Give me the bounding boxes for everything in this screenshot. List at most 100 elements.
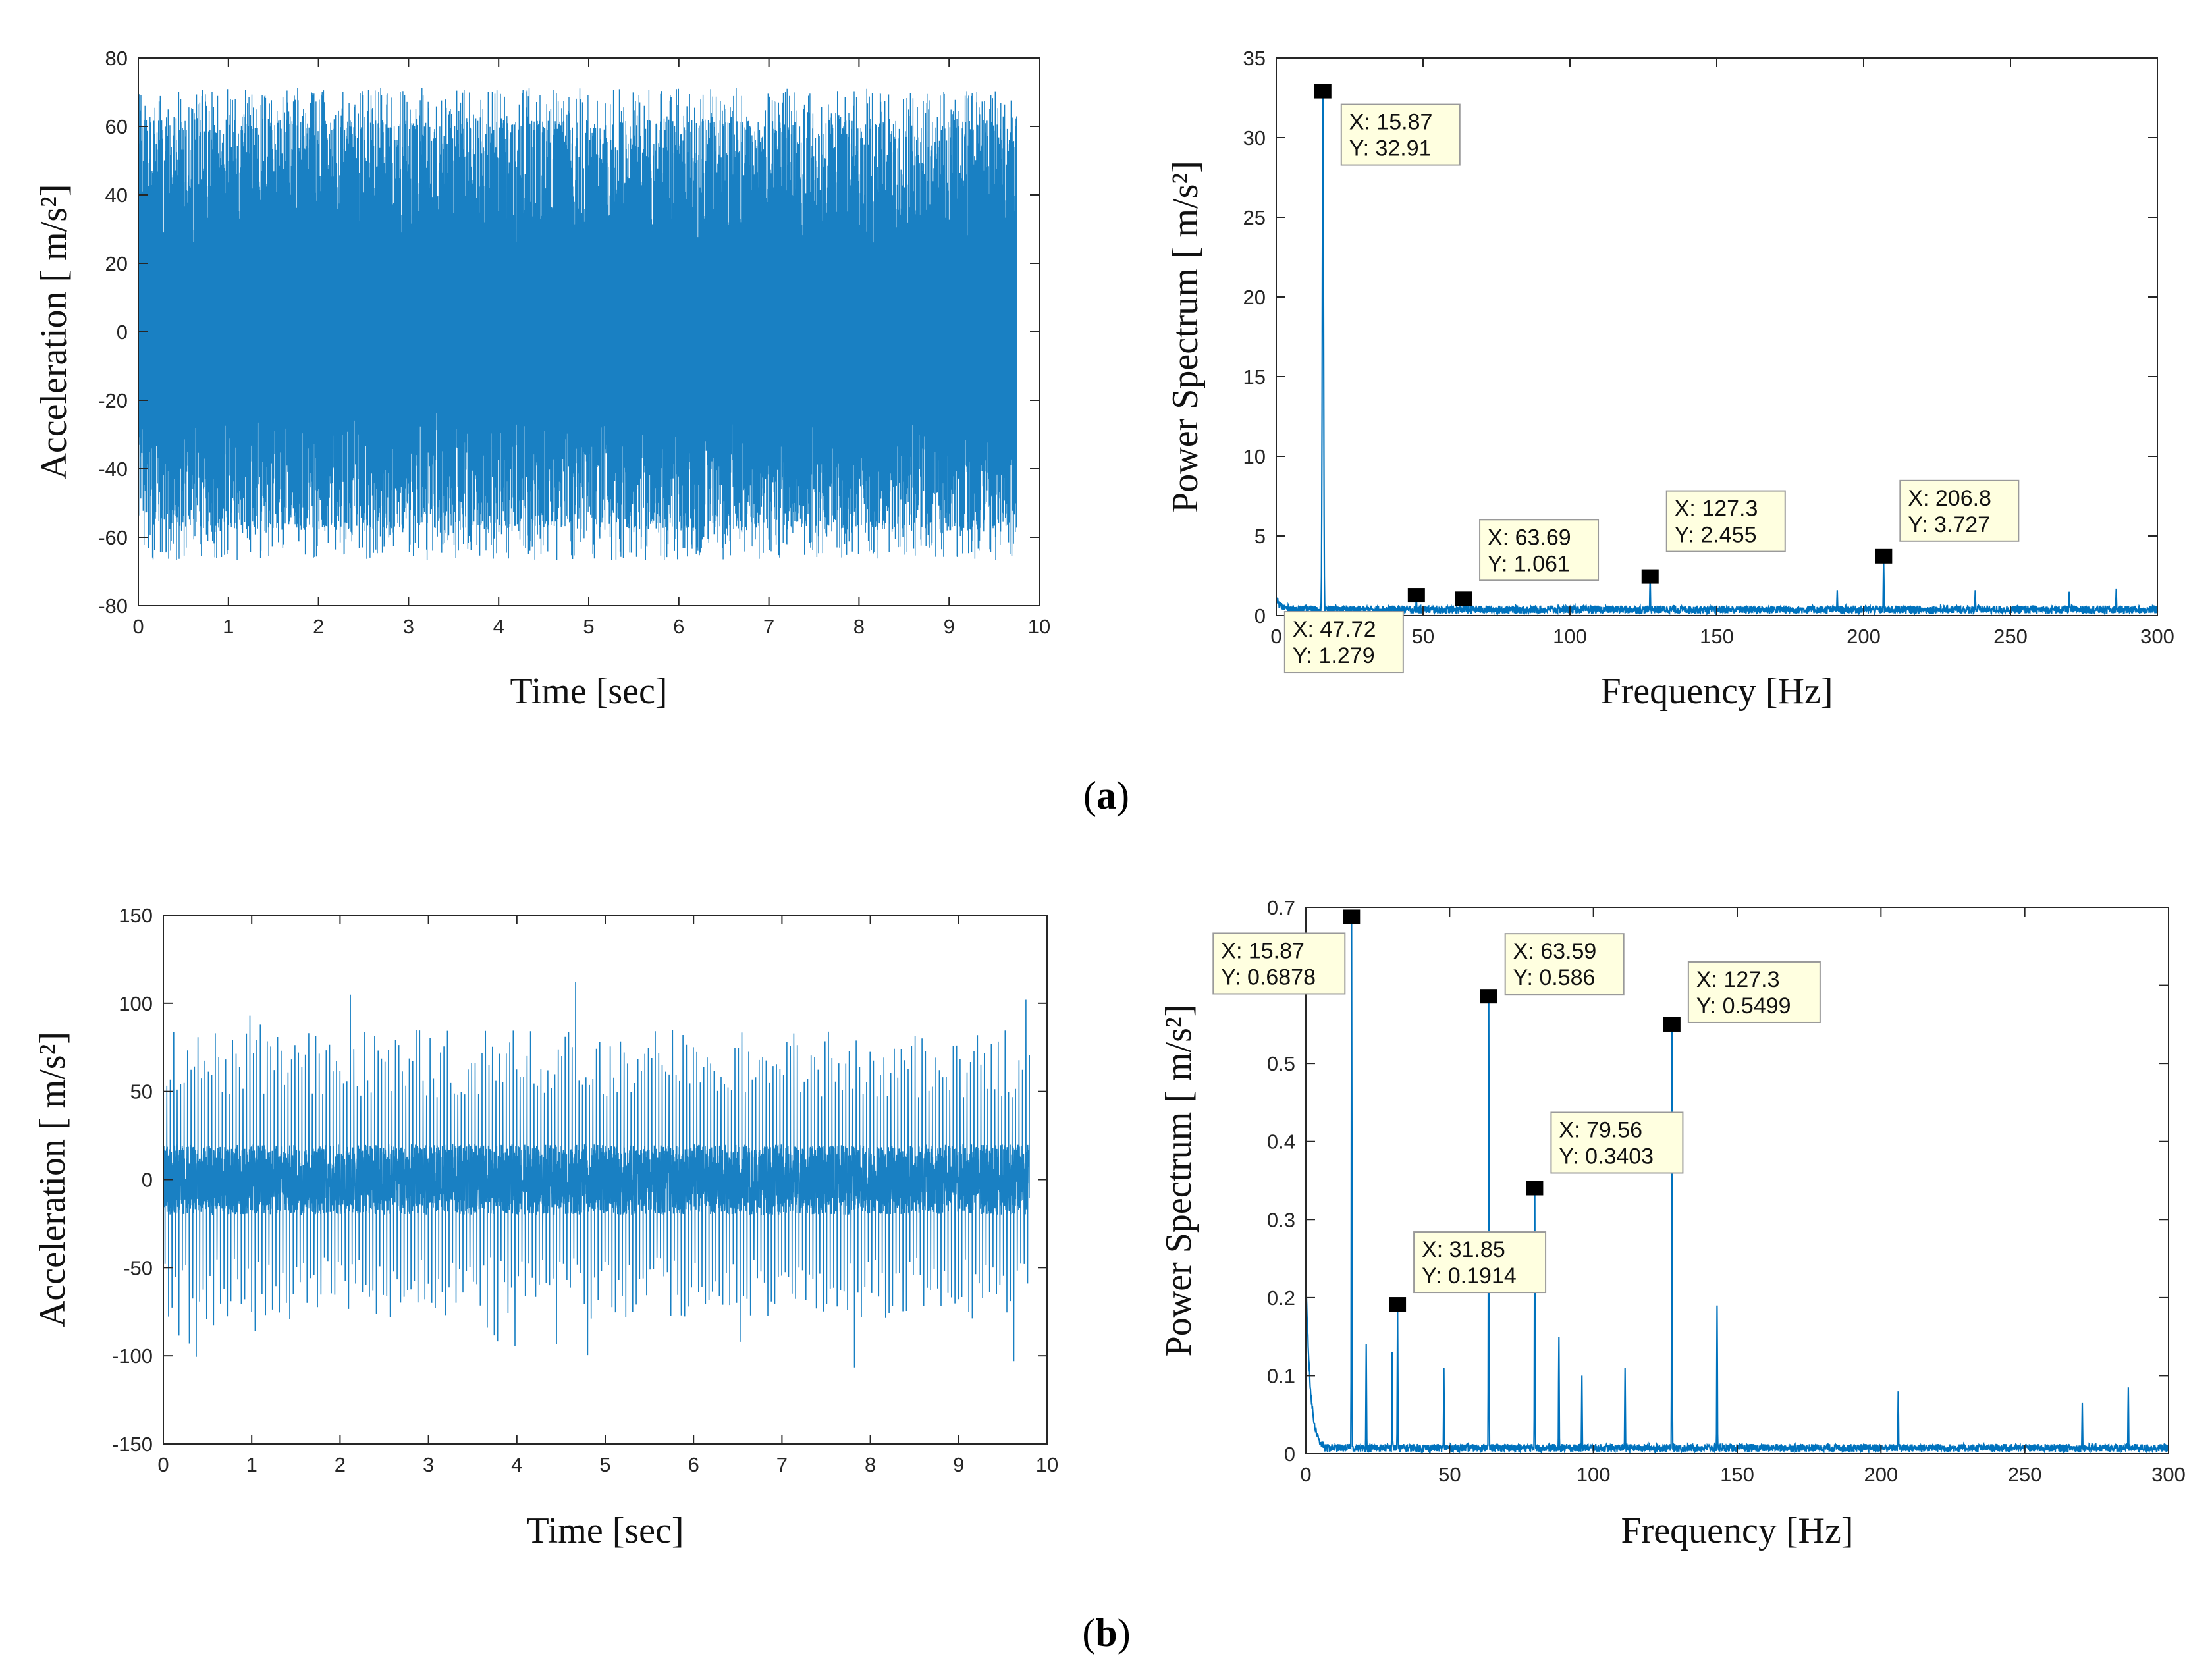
datatip-y-text: Y: 0.6878 <box>1221 965 1316 990</box>
x-tick-label: 3 <box>403 615 414 638</box>
datatip-y-text: Y: 1.279 <box>1293 643 1375 668</box>
x-axis-label: Frequency [Hz] <box>1621 1510 1854 1551</box>
x-tick-label: 100 <box>1553 625 1587 648</box>
x-tick-label: 2 <box>313 615 324 638</box>
x-tick-label: 8 <box>853 615 865 638</box>
datatip: X: 79.56Y: 0.3403 <box>1550 1111 1684 1174</box>
datatip-marker <box>1641 569 1659 584</box>
x-tick-label: 250 <box>1993 625 2028 648</box>
datatip-marker <box>1480 989 1497 1004</box>
x-tick-label: 0 <box>132 615 144 638</box>
y-tick-label: -20 <box>98 389 128 412</box>
datatip-marker <box>1314 84 1332 99</box>
x-tick-label: 100 <box>1577 1463 1611 1486</box>
datatip-x-text: X: 79.56 <box>1559 1118 1642 1143</box>
datatip: X: 63.69Y: 1.061 <box>1479 519 1600 581</box>
x-tick-label: 2 <box>335 1453 346 1476</box>
chart-a-1: 0 50 100 150 200 250 300 0 5 10 15 20 25 30 35 Frequenc… <box>1165 47 2174 712</box>
x-tick-label: 10 <box>1036 1453 1058 1476</box>
x-tick-label: 150 <box>1700 625 1734 648</box>
panel-caption-a: (a) <box>1083 774 1129 817</box>
x-tick-label: 9 <box>953 1453 964 1476</box>
x-axis-label: Frequency [Hz] <box>1601 671 1833 712</box>
y-tick-label: 0.1 <box>1267 1364 1295 1387</box>
y-tick-label: 0.4 <box>1267 1130 1295 1154</box>
x-tick-label: 8 <box>865 1453 876 1476</box>
datatip-marker <box>1455 591 1472 606</box>
y-tick-label: 80 <box>105 47 128 70</box>
datatip-y-text: Y: 3.727 <box>1908 512 1990 537</box>
y-tick-label: 20 <box>105 252 128 275</box>
datatip: X: 31.85Y: 0.1914 <box>1413 1231 1547 1294</box>
datatip-marker <box>1526 1181 1544 1196</box>
datatip-x-text: X: 15.87 <box>1221 938 1305 963</box>
datatip: X: 63.59Y: 0.586 <box>1504 933 1625 996</box>
y-tick-label: -50 <box>123 1256 153 1279</box>
y-tick-label: 0.2 <box>1267 1287 1295 1310</box>
x-tick-label: 7 <box>763 615 774 638</box>
x-axis-label: Time [sec] <box>510 671 667 712</box>
datatip-x-text: X: 63.59 <box>1513 939 1597 964</box>
datatip-marker <box>1389 1297 1407 1312</box>
datatip-box <box>1283 611 1404 674</box>
series-line <box>163 982 1030 1368</box>
y-axis-label: Acceleration [ m/s²] <box>34 184 74 479</box>
datatip-box <box>1504 933 1625 996</box>
datatip-marker <box>1663 1017 1681 1032</box>
y-axis-label: Power Spectrum [ m/s²] <box>1158 1005 1199 1357</box>
y-tick-label: 35 <box>1243 47 1266 70</box>
x-tick-label: 5 <box>599 1453 610 1476</box>
caption-paren: ) <box>1118 1611 1131 1655</box>
plot-area <box>163 982 1030 1368</box>
y-axis-label: Power Spectrum [ m/s²] <box>1165 161 1206 513</box>
x-tick-label: 1 <box>223 615 234 638</box>
datatip-x-text: X: 127.3 <box>1675 496 1758 521</box>
x-tick-label: 7 <box>776 1453 788 1476</box>
datatip-y-text: Y: 0.3403 <box>1559 1144 1654 1169</box>
y-tick-label: -40 <box>98 458 128 481</box>
datatip-x-text: X: 15.87 <box>1349 110 1433 135</box>
datatip-box <box>1687 961 1821 1023</box>
series-line <box>138 88 1017 560</box>
datatip-x-text: X: 47.72 <box>1293 617 1376 642</box>
y-tick-label: -100 <box>112 1344 153 1368</box>
x-tick-label: 50 <box>1412 625 1434 648</box>
datatip-box <box>1665 490 1786 552</box>
datatip: X: 127.3Y: 2.455 <box>1665 490 1786 552</box>
x-tick-label: 4 <box>511 1453 522 1476</box>
y-tick-label: -150 <box>112 1433 153 1456</box>
datatip-box <box>1899 479 2020 542</box>
caption-paren: ( <box>1083 774 1096 817</box>
y-tick-label: 20 <box>1243 286 1266 309</box>
y-tick-label: -80 <box>98 595 128 618</box>
x-tick-label: 200 <box>1864 1463 1898 1486</box>
datatip-x-text: X: 127.3 <box>1696 967 1780 992</box>
panel-caption-b: (b) <box>1082 1611 1130 1655</box>
x-axis-label: Time [sec] <box>526 1510 684 1551</box>
datatip-box <box>1413 1231 1547 1294</box>
x-tick-label: 4 <box>493 615 504 638</box>
caption-letter: b <box>1095 1611 1117 1655</box>
datatip: X: 206.8Y: 3.727 <box>1899 479 2020 542</box>
datatip-y-text: Y: 1.061 <box>1488 551 1570 576</box>
x-tick-label: 6 <box>673 615 684 638</box>
datatip-y-text: Y: 0.5499 <box>1696 994 1791 1019</box>
datatip-box <box>1479 519 1600 581</box>
chart-b-3: 05010015020025030000.10.20.30.40.50.60.7… <box>1158 896 2186 1551</box>
y-tick-label: 0.5 <box>1267 1052 1295 1075</box>
caption-paren: ( <box>1082 1611 1095 1655</box>
x-tick-label: 6 <box>688 1453 699 1476</box>
datatip-box <box>1550 1111 1684 1174</box>
x-tick-label: 10 <box>1028 615 1050 638</box>
y-tick-label: 0 <box>1254 604 1266 627</box>
plot-area <box>138 88 1017 560</box>
x-tick-label: 300 <box>2140 625 2174 648</box>
y-tick-label: -60 <box>98 526 128 549</box>
y-tick-label: 40 <box>105 184 128 207</box>
x-tick-label: 0 <box>157 1453 169 1476</box>
chart-a-0: 0 1 2 3 4 5 6 7 8 9 10 -80 -60 -40 -20 0 20 40 60 80 Time [s… <box>34 47 1050 712</box>
y-tick-label: 150 <box>119 904 153 927</box>
y-tick-label: 100 <box>119 992 153 1015</box>
y-tick-label: 15 <box>1243 365 1266 388</box>
